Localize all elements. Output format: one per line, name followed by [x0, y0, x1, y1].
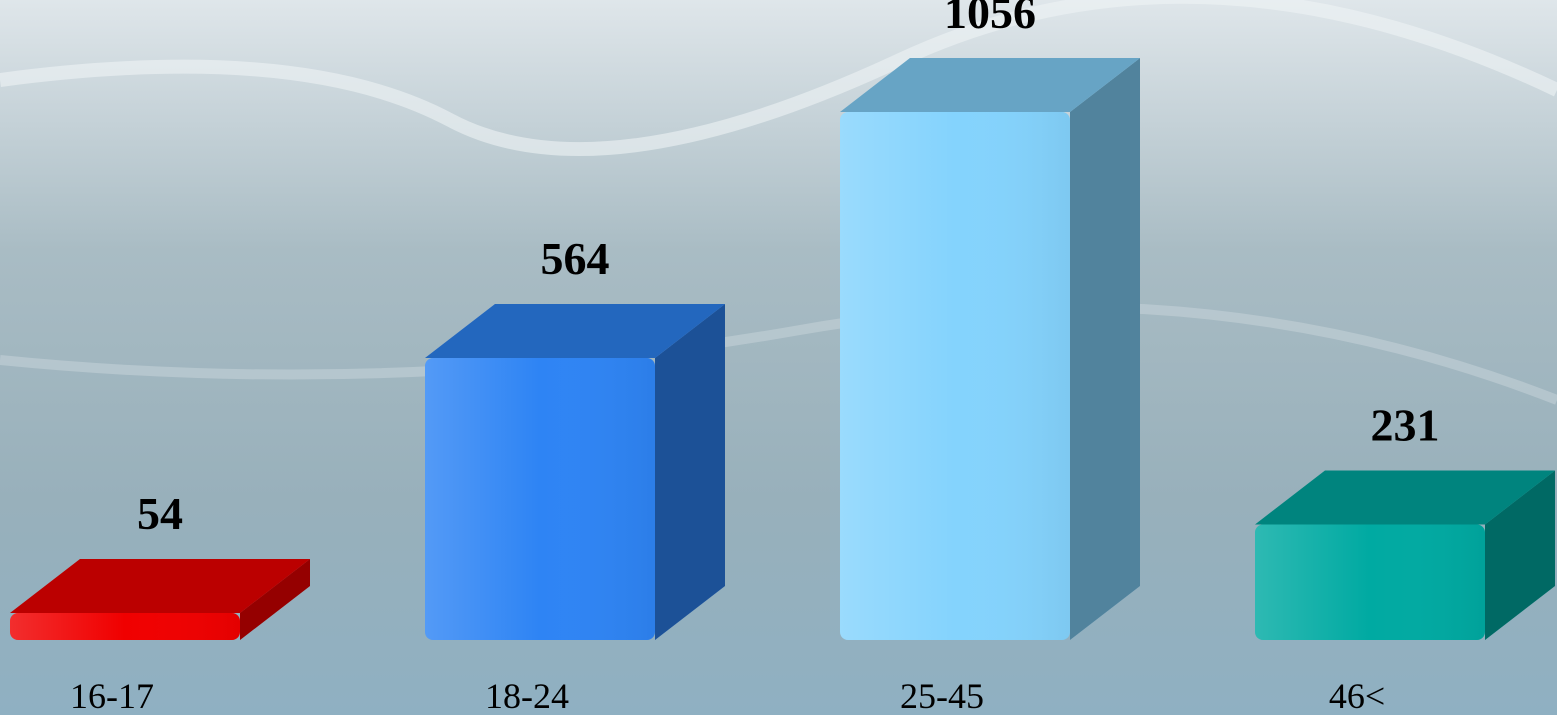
bar-side: [655, 304, 725, 640]
bar-top: [425, 304, 725, 358]
bar-shine: [425, 358, 655, 640]
value-label: 231: [1371, 400, 1440, 451]
bar-side-shade: [655, 304, 725, 640]
bar-top: [840, 58, 1140, 112]
bar-top: [10, 559, 310, 613]
bar-side-shade: [240, 559, 310, 640]
x-tick-label: 46<: [1329, 676, 1385, 715]
value-label: 54: [137, 488, 183, 539]
bar-side-shade: [1485, 470, 1555, 640]
bar-top-shade: [1255, 470, 1555, 525]
value-label: 564: [541, 233, 610, 284]
plot-area: 54 16-17 564 18-24 1056 25-45 231 46<: [10, 0, 1555, 715]
bar-top-shade: [10, 559, 310, 613]
bar-top-shade: [840, 58, 1140, 112]
x-tick-label: 25-45: [900, 676, 984, 715]
x-tick-label: 16-17: [70, 676, 154, 715]
bar-side: [1485, 470, 1555, 640]
background-decoration: [0, 301, 1557, 405]
bar-side: [1070, 58, 1140, 640]
bar-top: [1255, 470, 1555, 525]
bar-top-shade: [425, 304, 725, 358]
x-tick-label: 18-24: [485, 676, 569, 715]
bar-side: [240, 559, 310, 640]
value-label: 1056: [944, 0, 1036, 38]
bar-shine: [840, 112, 1070, 640]
bar-side-shade: [1070, 58, 1140, 640]
background-decoration: [0, 0, 1557, 157]
bar-shine: [1255, 524, 1485, 640]
bar-shine: [10, 613, 240, 640]
